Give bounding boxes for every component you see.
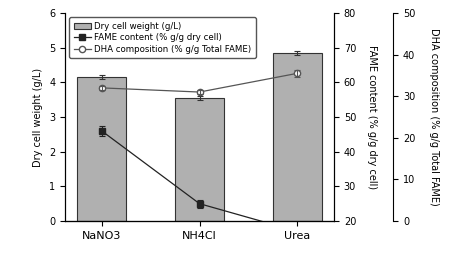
Y-axis label: DHA composition (% g/g Total FAME): DHA composition (% g/g Total FAME) [428, 28, 438, 206]
Bar [175, 98, 224, 221]
Y-axis label: FAME content (% g/g dry cell): FAME content (% g/g dry cell) [367, 45, 376, 189]
Y-axis label: Dry cell weight (g/L): Dry cell weight (g/L) [33, 67, 44, 167]
Bar [272, 53, 321, 221]
Bar [77, 77, 126, 221]
Legend: Dry cell weight (g/L), FAME content (% g/g dry cell), DHA composition (% g/g Tot: Dry cell weight (g/L), FAME content (% g… [69, 17, 255, 58]
